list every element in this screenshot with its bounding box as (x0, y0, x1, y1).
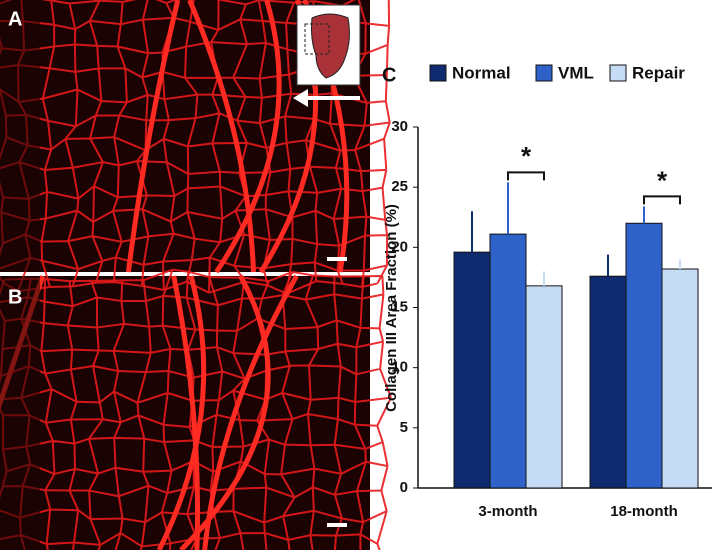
y-tick-label: 20 (391, 238, 408, 255)
y-tick-label: 10 (391, 359, 408, 376)
significance-mark: * (657, 165, 668, 195)
y-tick-label: 30 (391, 118, 408, 135)
legend-label: Normal (452, 63, 511, 82)
panel-label: C (382, 64, 396, 86)
muscle-outline (311, 13, 350, 79)
septum (214, 0, 282, 274)
panel-label: A (8, 8, 22, 30)
edge-shade (0, 0, 40, 272)
bar (525, 285, 563, 489)
x-tick-label: 3-month (478, 503, 537, 520)
arrow-head (293, 89, 308, 107)
legend-label: Repair (632, 63, 685, 82)
inset (296, 4, 361, 86)
y-tick-label: 5 (400, 419, 408, 436)
y-axis-label: Collagen III Area Fraction (%) (383, 204, 400, 412)
septum (202, 274, 299, 551)
y-tick-label: 0 (400, 479, 408, 496)
bar (489, 233, 527, 489)
scale-bar (327, 523, 347, 527)
significance-mark: * (521, 141, 532, 171)
bar (589, 275, 627, 489)
septum (156, 275, 207, 552)
y-tick-label: 15 (391, 298, 408, 315)
legend-label: VML (558, 63, 594, 82)
legend-swatch (535, 64, 553, 82)
septum (171, 275, 201, 551)
significance-bracket (507, 171, 545, 181)
septum (187, 0, 256, 273)
septum (125, 0, 181, 273)
legend-swatch (609, 64, 627, 82)
arrow (293, 89, 360, 107)
edge-shade (0, 276, 40, 550)
y-tick-label: 25 (391, 178, 408, 195)
septum (179, 274, 271, 552)
legend-swatch (429, 64, 447, 82)
bar (661, 268, 699, 489)
roi-box (304, 23, 330, 55)
panel-label: B (8, 286, 22, 308)
bar (625, 222, 663, 489)
x-tick-label: 18-month (610, 503, 678, 520)
significance-bracket (643, 195, 681, 205)
bar (453, 251, 491, 489)
scale-bar (327, 257, 347, 261)
